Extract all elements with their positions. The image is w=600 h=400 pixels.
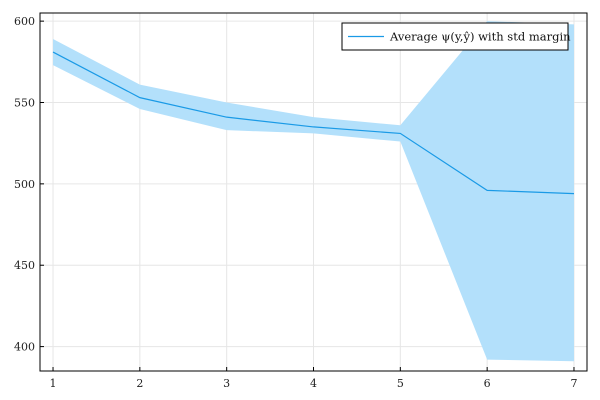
x-tick-label-1: 1 <box>50 377 57 390</box>
legend-label-0: Average ψ(y,ŷ) with std margin <box>389 30 571 44</box>
series-line-0 <box>52 51 575 195</box>
x-tick-label-5: 5 <box>397 377 404 390</box>
x-tick-label-6: 6 <box>484 377 491 390</box>
x-tick-label-3: 3 <box>223 377 230 390</box>
y-axis-ticks: 400 450 500 550 600 <box>14 15 44 354</box>
legend: Average ψ(y,ŷ) with std margin <box>341 22 571 51</box>
y-tick-label-550: 550 <box>14 97 35 110</box>
std-margin-bands <box>53 21 574 362</box>
y-tick-label-400: 400 <box>14 341 35 354</box>
x-tick-label-4: 4 <box>310 377 317 390</box>
y-tick-label-500: 500 <box>14 178 35 191</box>
x-axis-ticks: 1 2 3 4 5 6 7 <box>50 367 577 390</box>
x-tick-label-7: 7 <box>570 377 577 390</box>
std-margin-band-0 <box>53 21 574 362</box>
y-tick-label-600: 600 <box>14 15 35 28</box>
series-lines <box>52 51 575 195</box>
y-tick-label-450: 450 <box>14 259 35 272</box>
x-tick-label-2: 2 <box>136 377 143 390</box>
